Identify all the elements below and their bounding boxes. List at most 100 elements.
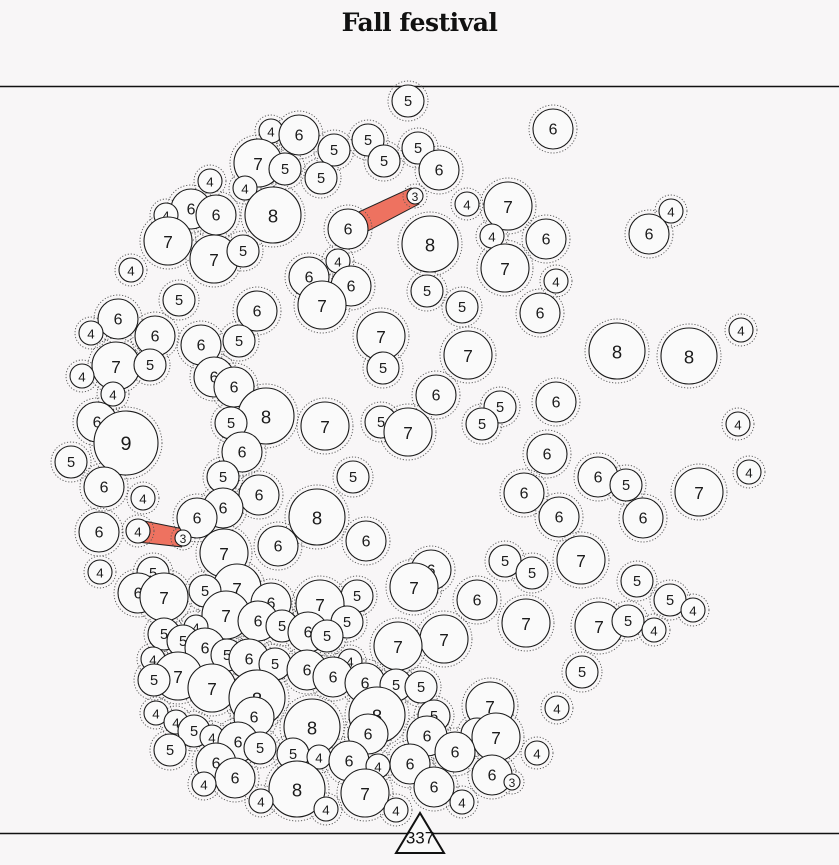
- node-circle: [125, 518, 151, 544]
- node-circle: [174, 529, 192, 547]
- node-label: 5: [149, 566, 157, 582]
- node-circle: [538, 496, 580, 538]
- node: 5: [391, 84, 425, 118]
- node-label: 6: [253, 304, 262, 321]
- node-label: 4: [78, 370, 85, 385]
- node-ring: [332, 456, 374, 498]
- node-label: 6: [238, 445, 247, 462]
- node: 5: [367, 144, 401, 178]
- node-circle: [383, 407, 433, 457]
- node-label: 7: [439, 630, 449, 650]
- node-label: 6: [295, 128, 304, 145]
- node-label: 7: [163, 232, 173, 252]
- node-ring: [217, 427, 267, 477]
- node-ring: [515, 288, 565, 338]
- node-circle: [78, 511, 120, 553]
- node-ring: [139, 212, 197, 270]
- node-circle: [526, 433, 568, 475]
- node-label: 6: [267, 596, 276, 613]
- node-label: 4: [96, 566, 103, 581]
- node-circle: [503, 773, 521, 791]
- node-ring: [414, 145, 464, 195]
- node-ring: [387, 80, 429, 122]
- node-label: 5: [281, 162, 289, 178]
- node-label: 5: [622, 478, 630, 494]
- node-circle: [622, 497, 664, 539]
- node: 4: [69, 363, 95, 389]
- node-circle: [524, 740, 550, 766]
- node-label: 4: [553, 702, 560, 717]
- node-label: 6: [245, 652, 254, 669]
- node-circle: [410, 274, 444, 308]
- node-label: 6: [134, 586, 143, 603]
- node: 6: [327, 208, 369, 250]
- node-ring: [552, 531, 610, 589]
- node-circle: [628, 213, 670, 255]
- node-label: 5: [423, 284, 431, 300]
- node-label: 6: [451, 745, 460, 762]
- node-label: 7: [360, 784, 370, 804]
- node-label: 6: [201, 641, 210, 658]
- node-label: 5: [364, 133, 372, 149]
- node: 6: [418, 149, 460, 191]
- node-label: 4: [374, 760, 381, 775]
- node: 6: [503, 472, 545, 514]
- node: 7: [300, 401, 350, 451]
- node: 5: [620, 564, 654, 598]
- node-label: 6: [197, 338, 206, 355]
- node-label: 6: [364, 727, 373, 744]
- node-ring: [522, 429, 572, 479]
- node: 5: [445, 290, 479, 324]
- node: 8: [244, 186, 302, 244]
- node-circle: [674, 467, 724, 517]
- node-label: 4: [139, 492, 146, 507]
- node-circle: [304, 161, 338, 195]
- node-label: 5: [227, 416, 235, 432]
- node-ring: [191, 190, 241, 240]
- node-circle: [100, 381, 126, 407]
- node-circle: [565, 655, 599, 689]
- node-label: 5: [201, 584, 209, 600]
- node-ring: [624, 209, 674, 259]
- node-label: 5: [278, 619, 286, 635]
- node-label: 4: [334, 255, 341, 270]
- node-label: 6: [100, 480, 109, 497]
- node-ring: [79, 462, 129, 512]
- node-label: 4: [257, 795, 264, 810]
- node-label: 5: [256, 741, 264, 757]
- node-ring: [379, 793, 413, 827]
- node: 5: [162, 283, 196, 317]
- node-circle: [243, 731, 277, 765]
- node-ring: [222, 230, 264, 272]
- node-ring: [284, 484, 350, 550]
- node: 6: [176, 497, 218, 539]
- node-circle: [728, 317, 754, 343]
- node-label: 4: [392, 804, 399, 819]
- node-ring: [637, 613, 671, 647]
- node-circle: [83, 466, 125, 508]
- node-label: 6: [344, 222, 353, 239]
- node-label: 7: [403, 423, 413, 443]
- node-circle: [515, 556, 549, 590]
- node-ring: [528, 104, 578, 154]
- node-label: 6: [210, 370, 219, 387]
- node: 3: [406, 187, 424, 205]
- node-circle: [278, 114, 320, 156]
- node: 4: [100, 381, 126, 407]
- total-marker: 337: [394, 811, 446, 854]
- node-label: 6: [543, 447, 552, 464]
- node-ring: [511, 552, 553, 594]
- node-ring: [406, 545, 456, 595]
- node-ring: [240, 182, 306, 248]
- node-ring: [605, 464, 647, 506]
- node-ring: [409, 762, 459, 812]
- node-label: 7: [219, 544, 229, 564]
- node-circle: [130, 485, 156, 511]
- node: 5: [310, 619, 344, 653]
- node-label: 6: [231, 771, 240, 788]
- node-ring: [279, 694, 345, 760]
- page-title: Fall festival: [341, 8, 498, 37]
- node-circle: [543, 268, 569, 294]
- node-label: 6: [255, 488, 264, 505]
- node-circle: [483, 181, 533, 231]
